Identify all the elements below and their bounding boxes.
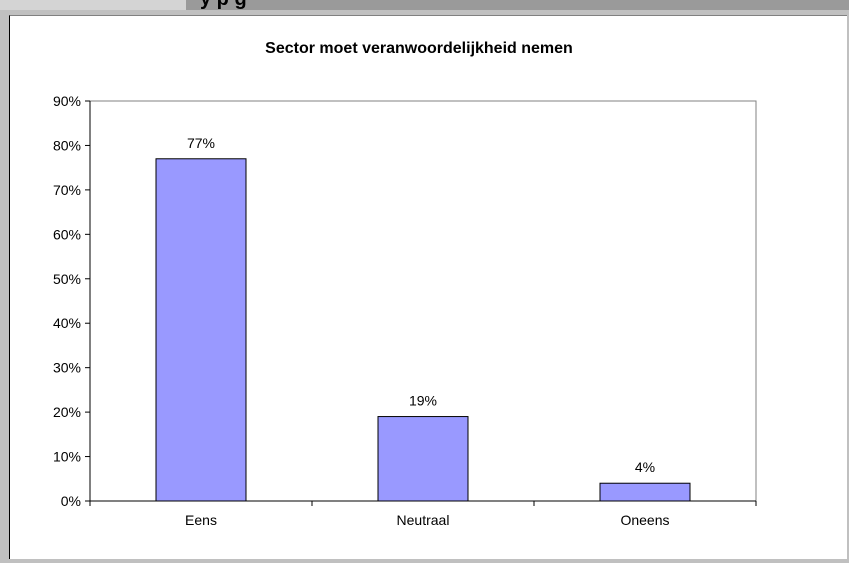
top-bar-left-panel [0,0,186,10]
bar-chart: Sector moet veranwoordelijkheid nemen 0%… [53,40,757,528]
chart-title: Sector moet veranwoordelijkheid nemen [265,40,573,57]
x-tick-label: Eens [185,512,217,528]
bars: 77% 19% 4% [155,135,691,502]
data-label: 4% [635,459,655,475]
x-tick-label: Oneens [620,512,669,528]
y-tick-label: 30% [53,360,81,376]
cropped-header-text: y p g [200,0,247,10]
y-tick-label: 90% [53,93,81,109]
top-bar: y p g [0,0,849,10]
y-tick-label: 40% [53,315,81,331]
data-label: 77% [187,135,215,151]
top-bar-right-panel [186,0,849,10]
y-tick-label: 60% [53,226,81,242]
x-tick-label: Neutraal [397,512,450,528]
bar-neutraal [377,416,469,502]
y-tick-label: 80% [53,137,81,153]
bar-oneens [599,482,691,502]
y-tick-label: 70% [53,182,81,198]
data-label: 19% [409,393,437,409]
y-tick-label: 10% [53,449,81,465]
y-tick-label: 0% [61,493,81,509]
y-tick-label: 50% [53,271,81,287]
y-tick-label: 20% [53,404,81,420]
chart-area: Sector moet veranwoordelijkheid nemen 0%… [9,15,847,559]
bar-eens [155,158,247,502]
axes: 0% 10% 20% 30% 40% 50% 60% 70% 80% 90% Eens Neutraa… [53,93,757,528]
